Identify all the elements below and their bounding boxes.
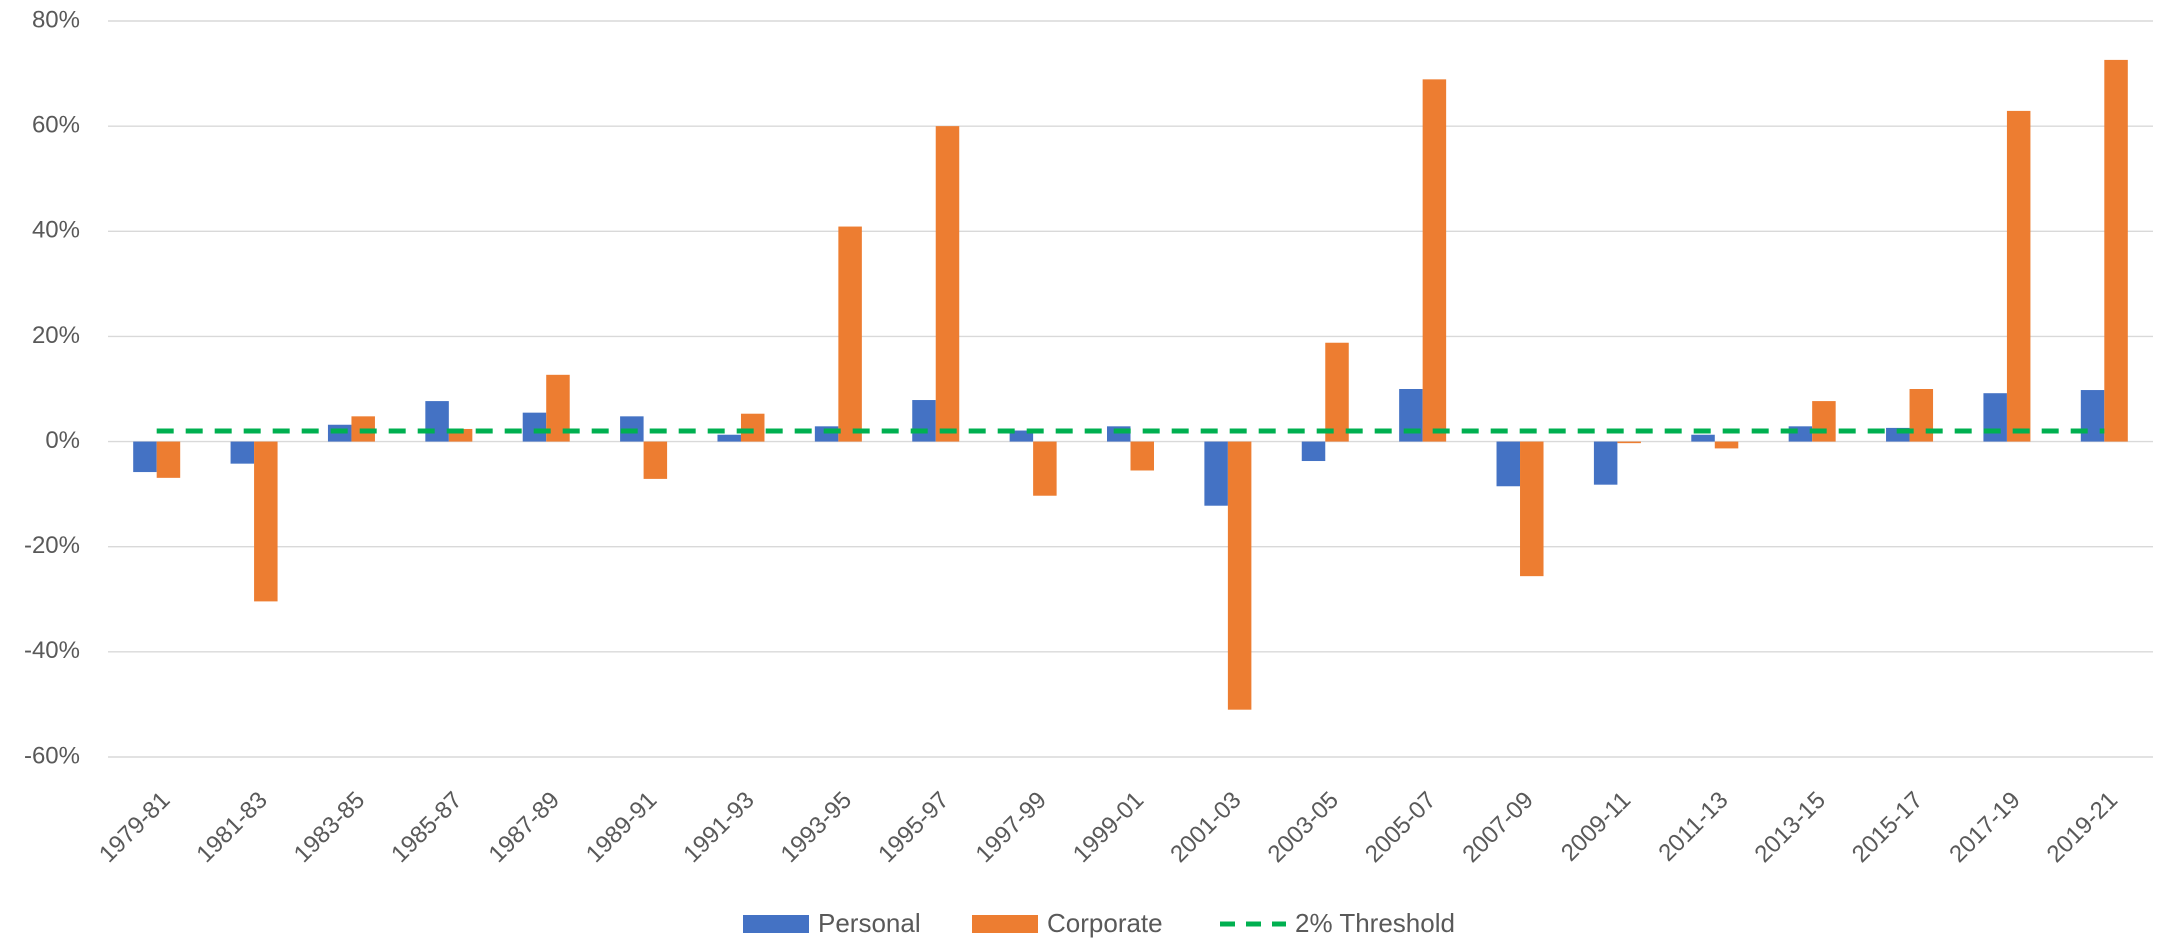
- x-tick-label: 2015-17: [1847, 787, 1928, 868]
- x-tick-label: 1995-97: [873, 787, 954, 868]
- x-tick-label: 2011-13: [1653, 787, 1733, 867]
- bar: [1325, 342, 1349, 442]
- bar: [740, 413, 765, 442]
- x-tick-label: 1997-99: [970, 787, 1051, 868]
- bar: [2080, 390, 2105, 442]
- bar: [717, 434, 741, 442]
- bar: [1130, 441, 1154, 471]
- legend-swatch: [972, 915, 1038, 933]
- bar: [643, 441, 668, 479]
- bar: [1301, 441, 1326, 462]
- bar: [1520, 441, 1544, 577]
- x-tick-label: 1991-93: [678, 787, 759, 868]
- x-tick-label: 2007-09: [1457, 787, 1538, 868]
- bar: [522, 412, 547, 442]
- bar: [2104, 59, 2128, 442]
- x-tick-label: 1993-95: [776, 787, 857, 868]
- y-tick-label: 20%: [32, 322, 80, 349]
- bar: [425, 401, 449, 442]
- bar: [838, 226, 862, 442]
- x-tick-label: 2005-07: [1360, 787, 1441, 868]
- bar: [1691, 434, 1715, 442]
- x-tick-label: 1979-81: [94, 787, 175, 868]
- bar: [156, 441, 181, 478]
- bar: [1983, 393, 2007, 442]
- x-tick-label: 2013-15: [1750, 787, 1831, 868]
- bar: [230, 441, 255, 464]
- bar: [1909, 389, 1934, 442]
- bar: [1204, 441, 1228, 506]
- x-tick-label: 1999-01: [1068, 787, 1149, 868]
- x-tick-label: 2003-05: [1263, 787, 1344, 868]
- y-tick-label: 0%: [45, 427, 80, 454]
- x-tick-label: 1989-91: [581, 787, 662, 868]
- bar: [1422, 79, 1447, 442]
- bar: [1714, 441, 1739, 449]
- bar: [935, 126, 960, 442]
- bar: [1227, 441, 1252, 710]
- bar: [2006, 110, 2031, 442]
- legend-label: Corporate: [1047, 908, 1163, 938]
- bar: [1593, 441, 1618, 485]
- legend-label: Personal: [818, 908, 921, 938]
- y-tick-label: -20%: [24, 532, 80, 559]
- x-tick-label: 1985-87: [386, 787, 467, 868]
- bar: [1812, 401, 1836, 442]
- x-tick-label: 1981-83: [191, 787, 272, 868]
- bar: [1617, 441, 1641, 444]
- bar: [133, 441, 157, 473]
- legend-label: 2% Threshold: [1295, 908, 1455, 938]
- bar: [1033, 441, 1057, 496]
- bar: [254, 441, 278, 602]
- y-tick-label: 60%: [32, 111, 80, 138]
- x-tick-label: 2019-21: [2042, 787, 2123, 868]
- x-tick-label: 1987-89: [484, 787, 565, 868]
- x-tick-label: 2001-03: [1165, 787, 1246, 868]
- bar: [912, 400, 936, 442]
- bar: [1496, 441, 1521, 487]
- bar: [1009, 430, 1034, 442]
- x-tick-label: 2017-19: [1944, 787, 2025, 868]
- y-tick-label: -40%: [24, 637, 80, 664]
- bar: [1399, 389, 1423, 442]
- x-tick-label: 2009-11: [1556, 787, 1636, 867]
- y-tick-label: -60%: [24, 742, 80, 769]
- y-tick-label: 80%: [32, 6, 80, 33]
- bar: [546, 374, 570, 442]
- legend-swatch: [743, 915, 809, 933]
- y-tick-label: 40%: [32, 217, 80, 244]
- x-tick-label: 1983-85: [289, 787, 370, 868]
